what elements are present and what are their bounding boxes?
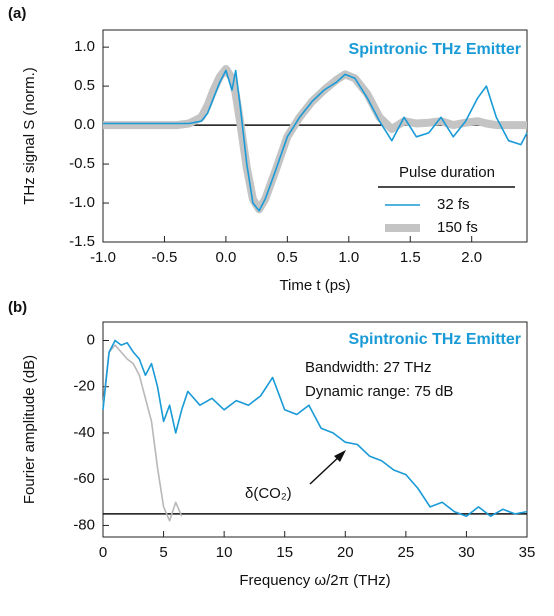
x-tick-label: 10 bbox=[216, 544, 233, 561]
series-line bbox=[103, 69, 528, 212]
annotation: Spintronic THz Emitter bbox=[349, 331, 521, 348]
x-tick-label: 15 bbox=[276, 544, 293, 561]
y-tick-label: -0.5 bbox=[69, 155, 95, 172]
x-tick-label: 30 bbox=[458, 544, 475, 561]
x-axis-label: Time t (ps) bbox=[279, 277, 350, 294]
panel-label: (a) bbox=[8, 5, 26, 22]
y-tick-label: -1.0 bbox=[69, 194, 95, 211]
y-tick-label: -80 bbox=[73, 516, 95, 533]
legend-label: 32 fs bbox=[437, 196, 470, 213]
y-tick-label: 1.0 bbox=[74, 38, 95, 55]
y-tick-label: 0.0 bbox=[74, 116, 95, 133]
series-line bbox=[102, 339, 528, 517]
x-tick-label: 25 bbox=[398, 544, 415, 561]
y-axis-label: Fourier amplitude (dB) bbox=[21, 355, 38, 504]
note: Dynamic range: 75 dB bbox=[305, 383, 453, 400]
x-tick-label: 5 bbox=[159, 544, 167, 561]
y-tick-label: 0.5 bbox=[74, 77, 95, 94]
x-tick-label: 2.0 bbox=[461, 249, 482, 266]
x-tick-label: -1.0 bbox=[90, 249, 116, 266]
legend-label: 150 fs bbox=[437, 219, 478, 236]
plot-frame bbox=[102, 29, 528, 243]
x-tick-label: 1.5 bbox=[400, 249, 421, 266]
arrow-label: δ(CO₂) bbox=[245, 485, 292, 502]
annotation: Spintronic THz Emitter bbox=[349, 41, 521, 58]
y-tick-label: 0 bbox=[87, 331, 95, 348]
panel-label: (b) bbox=[8, 299, 27, 316]
plot-frame bbox=[102, 321, 528, 538]
series-line bbox=[102, 344, 183, 522]
x-tick-label: -0.5 bbox=[152, 249, 178, 266]
y-tick-label: -40 bbox=[73, 424, 95, 441]
x-tick-label: 0 bbox=[99, 544, 107, 561]
note: Bandwidth: 27 THz bbox=[305, 359, 431, 376]
x-tick-label: 35 bbox=[519, 544, 536, 561]
arrow-head bbox=[334, 450, 346, 462]
x-tick-label: 0.0 bbox=[215, 249, 236, 266]
x-tick-label: 0.5 bbox=[277, 249, 298, 266]
arrow bbox=[309, 453, 343, 485]
y-tick-label: -1.5 bbox=[69, 233, 95, 250]
y-tick-label: -20 bbox=[73, 378, 95, 395]
legend-title: Pulse duration bbox=[399, 164, 495, 181]
x-tick-label: 20 bbox=[337, 544, 354, 561]
y-axis-label: THz signal S (norm.) bbox=[21, 67, 38, 205]
series-line bbox=[103, 65, 527, 214]
y-tick-label: -60 bbox=[73, 470, 95, 487]
x-tick-label: 1.0 bbox=[338, 249, 359, 266]
x-axis-label: Frequency ω/2π (THz) bbox=[239, 572, 390, 589]
